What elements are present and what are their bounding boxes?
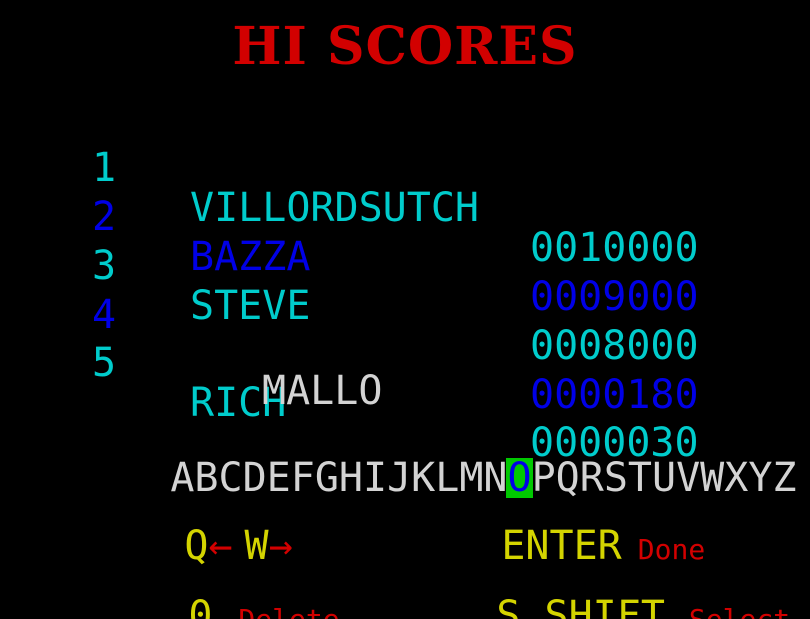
enter-key-label[interactable]: ENTER <box>501 523 622 569</box>
score-value: 0008000 <box>530 323 699 369</box>
hiscore-row-5: 5 RICH 0000030 <box>0 303 810 463</box>
rank-label: 2 <box>92 194 117 240</box>
score-value: 0010000 <box>530 225 699 271</box>
rank-label: 3 <box>92 243 117 289</box>
left-arrow-icon: ← <box>208 523 233 569</box>
hiscore-row-4: 4 0000180 <box>0 255 810 415</box>
right-key-label[interactable]: W <box>244 523 269 569</box>
letters-after-cursor[interactable]: PQRSTUVWXYZ <box>531 455 797 501</box>
score-value: 0009000 <box>530 274 699 320</box>
rank-label: 4 <box>92 292 117 338</box>
rank-label: 5 <box>92 340 117 386</box>
shift-action-label: Select <box>689 603 790 619</box>
enter-key-hint[interactable]: ENTER Done <box>405 486 705 606</box>
delete-key-hint[interactable]: 0 Delete <box>92 556 339 619</box>
rank-label: 1 <box>92 145 117 191</box>
shift-key-hint[interactable]: S SHIFT Select <box>400 556 790 619</box>
player-name: BAZZA <box>190 234 311 280</box>
player-name: STEVE <box>190 283 311 329</box>
letter-cursor[interactable]: O <box>506 455 533 501</box>
right-arrow-icon: → <box>268 523 293 569</box>
alphabet-picker[interactable]: ABCDEFGHIJKLMNOPQRSTUVWXYZ. <box>74 418 810 538</box>
hiscore-row-3: 3 STEVE 0008000 <box>0 206 810 366</box>
player-name: VILLORDSUTCH <box>190 185 479 231</box>
enter-action-label: Done <box>637 533 706 566</box>
player-name: RICH <box>190 380 287 426</box>
delete-key-label[interactable]: 0 <box>188 593 213 619</box>
letters-before-cursor[interactable]: ABCDEFGHIJKLMN <box>170 455 508 501</box>
shift-key-label[interactable]: S SHIFT <box>496 593 665 619</box>
hiscore-row-1: 1 VILLORDSUTCH 0010000 <box>0 108 810 268</box>
hiscore-row-2: 2 BAZZA 0009000 <box>0 157 810 317</box>
left-key-label[interactable]: Q <box>184 523 209 569</box>
delete-action-label: Delete <box>238 603 339 619</box>
score-value: 0000180 <box>530 372 699 418</box>
page-title: HI SCORES <box>232 16 578 77</box>
score-value: 0000030 <box>530 420 699 466</box>
move-keys-hint[interactable]: Q← W→ <box>88 486 293 606</box>
name-entry-value: MALLO <box>262 368 383 414</box>
